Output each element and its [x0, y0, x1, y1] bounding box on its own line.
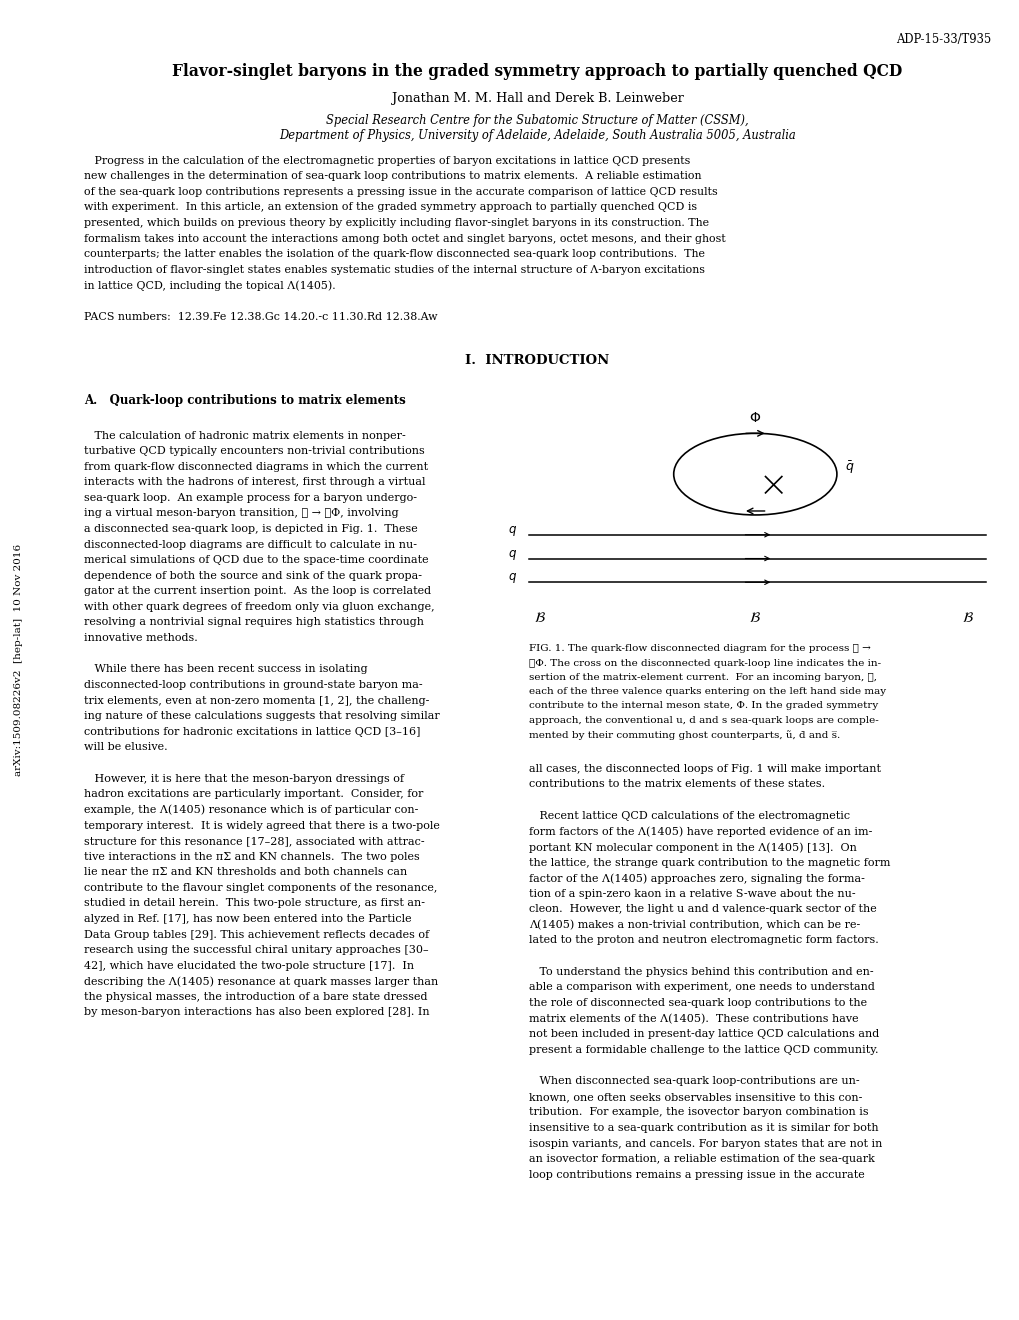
- Text: $q$: $q$: [507, 548, 517, 561]
- Text: contribute to the flavour singlet components of the resonance,: contribute to the flavour singlet compon…: [84, 883, 436, 892]
- Text: Λ(1405) makes a non-trivial contribution, which can be re-: Λ(1405) makes a non-trivial contribution…: [529, 920, 860, 931]
- Text: the lattice, the strange quark contribution to the magnetic form: the lattice, the strange quark contribut…: [529, 858, 890, 867]
- Text: hadron excitations are particularly important.  Consider, for: hadron excitations are particularly impo…: [84, 789, 423, 800]
- Text: form factors of the Λ(1405) have reported evidence of an im-: form factors of the Λ(1405) have reporte…: [529, 826, 872, 837]
- Text: The calculation of hadronic matrix elements in nonper-: The calculation of hadronic matrix eleme…: [84, 430, 405, 441]
- Text: A.   Quark-loop contributions to matrix elements: A. Quark-loop contributions to matrix el…: [84, 393, 405, 407]
- Text: all cases, the disconnected loops of Fig. 1 will make important: all cases, the disconnected loops of Fig…: [529, 764, 880, 774]
- Text: Jonathan M. M. Hall and Derek B. Leinweber: Jonathan M. M. Hall and Derek B. Leinweb…: [391, 92, 683, 106]
- Text: describing the Λ(1405) resonance at quark masses larger than: describing the Λ(1405) resonance at quar…: [84, 977, 437, 987]
- Text: introduction of flavor-singlet states enables systematic studies of the internal: introduction of flavor-singlet states en…: [84, 265, 704, 275]
- Text: $q$: $q$: [507, 572, 517, 585]
- Text: loop contributions remains a pressing issue in the accurate: loop contributions remains a pressing is…: [529, 1170, 864, 1180]
- Text: the role of disconnected sea-quark loop contributions to the: the role of disconnected sea-quark loop …: [529, 998, 866, 1008]
- Text: an isovector formation, a reliable estimation of the sea-quark: an isovector formation, a reliable estim…: [529, 1154, 874, 1164]
- Text: $q$: $q$: [507, 524, 517, 537]
- Text: ing a virtual meson-baryon transition, ℬ → ℬΦ, involving: ing a virtual meson-baryon transition, ℬ…: [84, 508, 397, 519]
- Text: studied in detail herein.  This two-pole structure, as first an-: studied in detail herein. This two-pole …: [84, 899, 424, 908]
- Text: lated to the proton and neutron electromagnetic form factors.: lated to the proton and neutron electrom…: [529, 936, 878, 945]
- Text: disconnected-loop contributions in ground-state baryon ma-: disconnected-loop contributions in groun…: [84, 680, 422, 690]
- Text: Progress in the calculation of the electromagnetic properties of baryon excitati: Progress in the calculation of the elect…: [84, 156, 689, 166]
- Text: by meson-baryon interactions has also been explored [28]. In: by meson-baryon interactions has also be…: [84, 1007, 429, 1018]
- Text: alyzed in Ref. [17], has now been entered into the Particle: alyzed in Ref. [17], has now been entere…: [84, 913, 411, 924]
- Text: known, one often seeks observables insensitive to this con-: known, one often seeks observables insen…: [529, 1092, 862, 1102]
- Text: insensitive to a sea-quark contribution as it is similar for both: insensitive to a sea-quark contribution …: [529, 1123, 878, 1133]
- Text: formalism takes into account the interactions among both octet and singlet baryo: formalism takes into account the interac…: [84, 234, 725, 244]
- Text: $\mathcal{B}$: $\mathcal{B}$: [533, 611, 545, 626]
- Text: FIG. 1. The quark-flow disconnected diagram for the process ℬ →: FIG. 1. The quark-flow disconnected diag…: [529, 644, 870, 653]
- Text: cleon.  However, the light u and d valence-quark sector of the: cleon. However, the light u and d valenc…: [529, 904, 876, 915]
- Text: mented by their commuting ghost counterparts, ũ, d̄ and s̅.: mented by their commuting ghost counterp…: [529, 730, 840, 739]
- Text: Recent lattice QCD calculations of the electromagnetic: Recent lattice QCD calculations of the e…: [529, 810, 850, 821]
- Text: However, it is here that the meson-baryon dressings of: However, it is here that the meson-baryo…: [84, 774, 404, 784]
- Text: presented, which builds on previous theory by explicitly including flavor-single: presented, which builds on previous theo…: [84, 218, 708, 228]
- Text: in lattice QCD, including the topical Λ(1405).: in lattice QCD, including the topical Λ(…: [84, 280, 335, 290]
- Text: example, the Λ(1405) resonance which is of particular con-: example, the Λ(1405) resonance which is …: [84, 805, 418, 816]
- Text: ADP-15-33/T935: ADP-15-33/T935: [896, 33, 990, 46]
- Text: ing nature of these calculations suggests that resolving similar: ing nature of these calculations suggest…: [84, 711, 439, 721]
- Text: able a comparison with experiment, one needs to understand: able a comparison with experiment, one n…: [529, 982, 874, 993]
- Text: Flavor-singlet baryons in the graded symmetry approach to partially quenched QCD: Flavor-singlet baryons in the graded sym…: [172, 63, 902, 81]
- Text: tribution.  For example, the isovector baryon combination is: tribution. For example, the isovector ba…: [529, 1107, 868, 1117]
- Text: portant KN molecular component in the Λ(1405) [13].  On: portant KN molecular component in the Λ(…: [529, 842, 856, 853]
- Text: will be elusive.: will be elusive.: [84, 742, 167, 752]
- Text: When disconnected sea-quark loop-contributions are un-: When disconnected sea-quark loop-contrib…: [529, 1076, 859, 1086]
- Text: resolving a nontrivial signal requires high statistics through: resolving a nontrivial signal requires h…: [84, 618, 423, 627]
- Text: of the sea-quark loop contributions represents a pressing issue in the accurate : of the sea-quark loop contributions repr…: [84, 187, 716, 197]
- Text: 42], which have elucidated the two-pole structure [17].  In: 42], which have elucidated the two-pole …: [84, 961, 414, 970]
- Text: with experiment.  In this article, an extension of the graded symmetry approach : with experiment. In this article, an ext…: [84, 202, 696, 213]
- Text: isospin variants, and cancels. For baryon states that are not in: isospin variants, and cancels. For baryo…: [529, 1139, 881, 1148]
- Text: sea-quark loop.  An example process for a baryon undergo-: sea-quark loop. An example process for a…: [84, 492, 416, 503]
- Text: Department of Physics, University of Adelaide, Adelaide, South Australia 5005, A: Department of Physics, University of Ade…: [279, 129, 795, 143]
- Text: tive interactions in the πΣ and KN channels.  The two poles: tive interactions in the πΣ and KN chann…: [84, 851, 419, 862]
- Text: sertion of the matrix-element current.  For an incoming baryon, ℬ,: sertion of the matrix-element current. F…: [529, 673, 876, 682]
- Text: with other quark degrees of freedom only via gluon exchange,: with other quark degrees of freedom only…: [84, 602, 434, 612]
- Text: innovative methods.: innovative methods.: [84, 634, 198, 643]
- Text: contribute to the internal meson state, Φ. In the graded symmetry: contribute to the internal meson state, …: [529, 701, 877, 710]
- Text: $\bar{q}$: $\bar{q}$: [845, 459, 854, 475]
- Text: While there has been recent success in isolating: While there has been recent success in i…: [84, 664, 367, 675]
- Text: interacts with the hadrons of interest, first through a virtual: interacts with the hadrons of interest, …: [84, 478, 425, 487]
- Text: I.  INTRODUCTION: I. INTRODUCTION: [465, 354, 609, 367]
- Text: merical simulations of QCD due to the space-time coordinate: merical simulations of QCD due to the sp…: [84, 556, 428, 565]
- Text: To understand the physics behind this contribution and en-: To understand the physics behind this co…: [529, 968, 873, 977]
- Text: research using the successful chiral unitary approaches [30–: research using the successful chiral uni…: [84, 945, 428, 956]
- Text: temporary interest.  It is widely agreed that there is a two-pole: temporary interest. It is widely agreed …: [84, 821, 439, 830]
- Text: structure for this resonance [17–28], associated with attrac-: structure for this resonance [17–28], as…: [84, 836, 424, 846]
- Text: counterparts; the latter enables the isolation of the quark-flow disconnected se: counterparts; the latter enables the iso…: [84, 249, 704, 259]
- Text: contributions to the matrix elements of these states.: contributions to the matrix elements of …: [529, 780, 824, 789]
- Text: $\Phi$: $\Phi$: [749, 411, 760, 425]
- Text: tion of a spin-zero kaon in a relative S-wave about the nu-: tion of a spin-zero kaon in a relative S…: [529, 888, 855, 899]
- Text: lie near the πΣ and KN thresholds and both channels can: lie near the πΣ and KN thresholds and bo…: [84, 867, 407, 878]
- Text: arXiv:1509.08226v2  [hep-lat]  10 Nov 2016: arXiv:1509.08226v2 [hep-lat] 10 Nov 2016: [14, 544, 22, 776]
- Text: new challenges in the determination of sea-quark loop contributions to matrix el: new challenges in the determination of s…: [84, 172, 700, 181]
- Text: ℬΦ. The cross on the disconnected quark-loop line indicates the in-: ℬΦ. The cross on the disconnected quark-…: [529, 659, 880, 668]
- Text: disconnected-loop diagrams are difficult to calculate in nu-: disconnected-loop diagrams are difficult…: [84, 540, 416, 549]
- Text: trix elements, even at non-zero momenta [1, 2], the challeng-: trix elements, even at non-zero momenta …: [84, 696, 429, 706]
- Text: dependence of both the source and sink of the quark propa-: dependence of both the source and sink o…: [84, 570, 421, 581]
- Text: matrix elements of the Λ(1405).  These contributions have: matrix elements of the Λ(1405). These co…: [529, 1014, 858, 1024]
- Text: contributions for hadronic excitations in lattice QCD [3–16]: contributions for hadronic excitations i…: [84, 727, 420, 737]
- Text: $\mathcal{B}$: $\mathcal{B}$: [961, 611, 973, 626]
- Text: $\mathcal{B}$: $\mathcal{B}$: [749, 611, 760, 626]
- Text: the physical masses, the introduction of a bare state dressed: the physical masses, the introduction of…: [84, 991, 427, 1002]
- Text: turbative QCD typically encounters non-trivial contributions: turbative QCD typically encounters non-t…: [84, 446, 424, 457]
- Text: approach, the conventional u, d and s sea-quark loops are comple-: approach, the conventional u, d and s se…: [529, 715, 878, 725]
- Text: each of the three valence quarks entering on the left hand side may: each of the three valence quarks enterin…: [529, 688, 886, 696]
- Text: Data Group tables [29]. This achievement reflects decades of: Data Group tables [29]. This achievement…: [84, 929, 428, 940]
- Text: Special Research Centre for the Subatomic Structure of Matter (CSSM),: Special Research Centre for the Subatomi…: [326, 114, 748, 127]
- Text: not been included in present-day lattice QCD calculations and: not been included in present-day lattice…: [529, 1030, 878, 1039]
- Text: a disconnected sea-quark loop, is depicted in Fig. 1.  These: a disconnected sea-quark loop, is depict…: [84, 524, 417, 535]
- Text: gator at the current insertion point.  As the loop is correlated: gator at the current insertion point. As…: [84, 586, 430, 597]
- Text: present a formidable challenge to the lattice QCD community.: present a formidable challenge to the la…: [529, 1045, 878, 1055]
- Text: from quark-flow disconnected diagrams in which the current: from quark-flow disconnected diagrams in…: [84, 462, 427, 471]
- Text: factor of the Λ(1405) approaches zero, signaling the forma-: factor of the Λ(1405) approaches zero, s…: [529, 874, 864, 884]
- Text: PACS numbers:  12.39.Fe 12.38.Gc 14.20.-c 11.30.Rd 12.38.Aw: PACS numbers: 12.39.Fe 12.38.Gc 14.20.-c…: [84, 312, 437, 322]
